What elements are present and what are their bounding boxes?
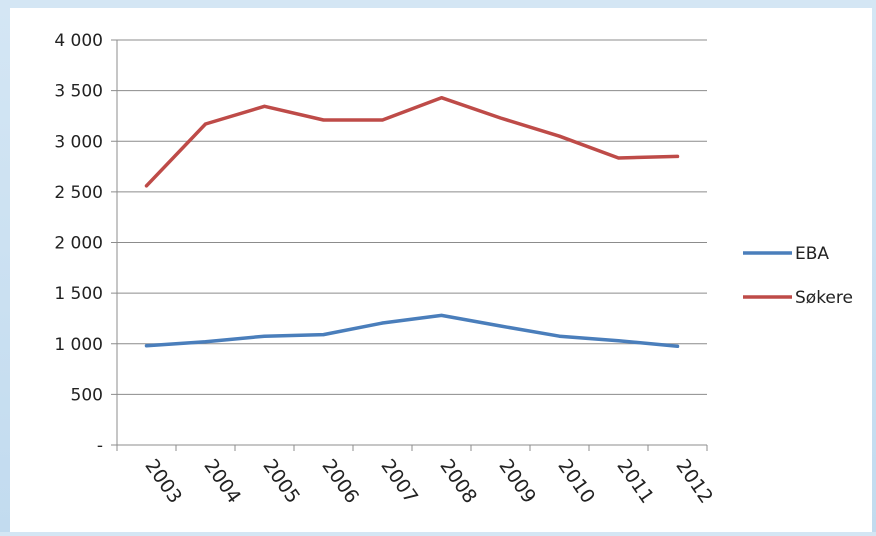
- data-point: [263, 334, 266, 338]
- series-lines: [144, 95, 680, 349]
- y-tick-label: 1 500: [54, 284, 103, 304]
- data-point: [499, 324, 502, 328]
- x-tick-label: 2006: [317, 455, 363, 507]
- legend-label: EBA: [795, 244, 829, 264]
- gridlines: [117, 39, 707, 395]
- y-tick-label: 2 500: [54, 183, 103, 203]
- y-tick-labels: - 500 1 000 1 500 2 000 2 500 3 000 3 500 4 000: [54, 31, 103, 456]
- data-point: [499, 116, 502, 120]
- axes: [111, 39, 708, 451]
- data-point: [676, 154, 679, 158]
- y-tick-label: 3 000: [54, 132, 103, 152]
- x-tick-label: 2007: [376, 455, 422, 507]
- data-point: [322, 118, 325, 122]
- x-tick-label: 2004: [199, 455, 245, 507]
- data-point: [440, 313, 443, 317]
- series-line-søkere: [144, 95, 680, 188]
- x-tick-label: 2011: [612, 455, 658, 507]
- legend-label: Søkere: [795, 288, 853, 308]
- data-point: [558, 134, 561, 138]
- data-point: [322, 333, 325, 337]
- x-tick-label: 2003: [140, 455, 186, 507]
- x-tick-label: 2012: [671, 455, 717, 507]
- y-tick-label: 2 000: [54, 234, 103, 254]
- x-tick-label: 2005: [258, 455, 304, 507]
- y-tick-label: 500: [71, 385, 103, 405]
- data-point: [204, 122, 207, 126]
- y-tick-label: 4 000: [54, 31, 103, 51]
- data-point: [381, 321, 384, 325]
- legend: EBA Søkere: [743, 244, 853, 308]
- chart-panel: -500 1 000 1 500 2 000 2 500 3 000 3 500 4 000 …: [10, 8, 872, 532]
- data-point: [204, 340, 207, 344]
- data-point: [617, 156, 620, 160]
- data-point: [676, 344, 679, 348]
- x-tick-label: 2008: [435, 455, 481, 507]
- x-tick-label: 2009: [494, 455, 540, 507]
- data-point: [145, 344, 148, 348]
- x-tick-label: 2010: [553, 455, 599, 507]
- series-line-eba: [144, 313, 680, 349]
- y-tick-label: 3 500: [54, 82, 103, 102]
- y-tick-label: -: [97, 436, 103, 456]
- y-tick-label: 1 000: [54, 335, 103, 355]
- data-point: [617, 339, 620, 343]
- x-tick-labels: 2003 2004 2005 2006 2007 2008 2009 2010 2011 2012: [140, 455, 717, 507]
- data-point: [558, 334, 561, 338]
- data-point: [381, 118, 384, 122]
- data-point: [145, 184, 148, 188]
- data-point: [263, 104, 266, 108]
- data-point: [440, 96, 443, 100]
